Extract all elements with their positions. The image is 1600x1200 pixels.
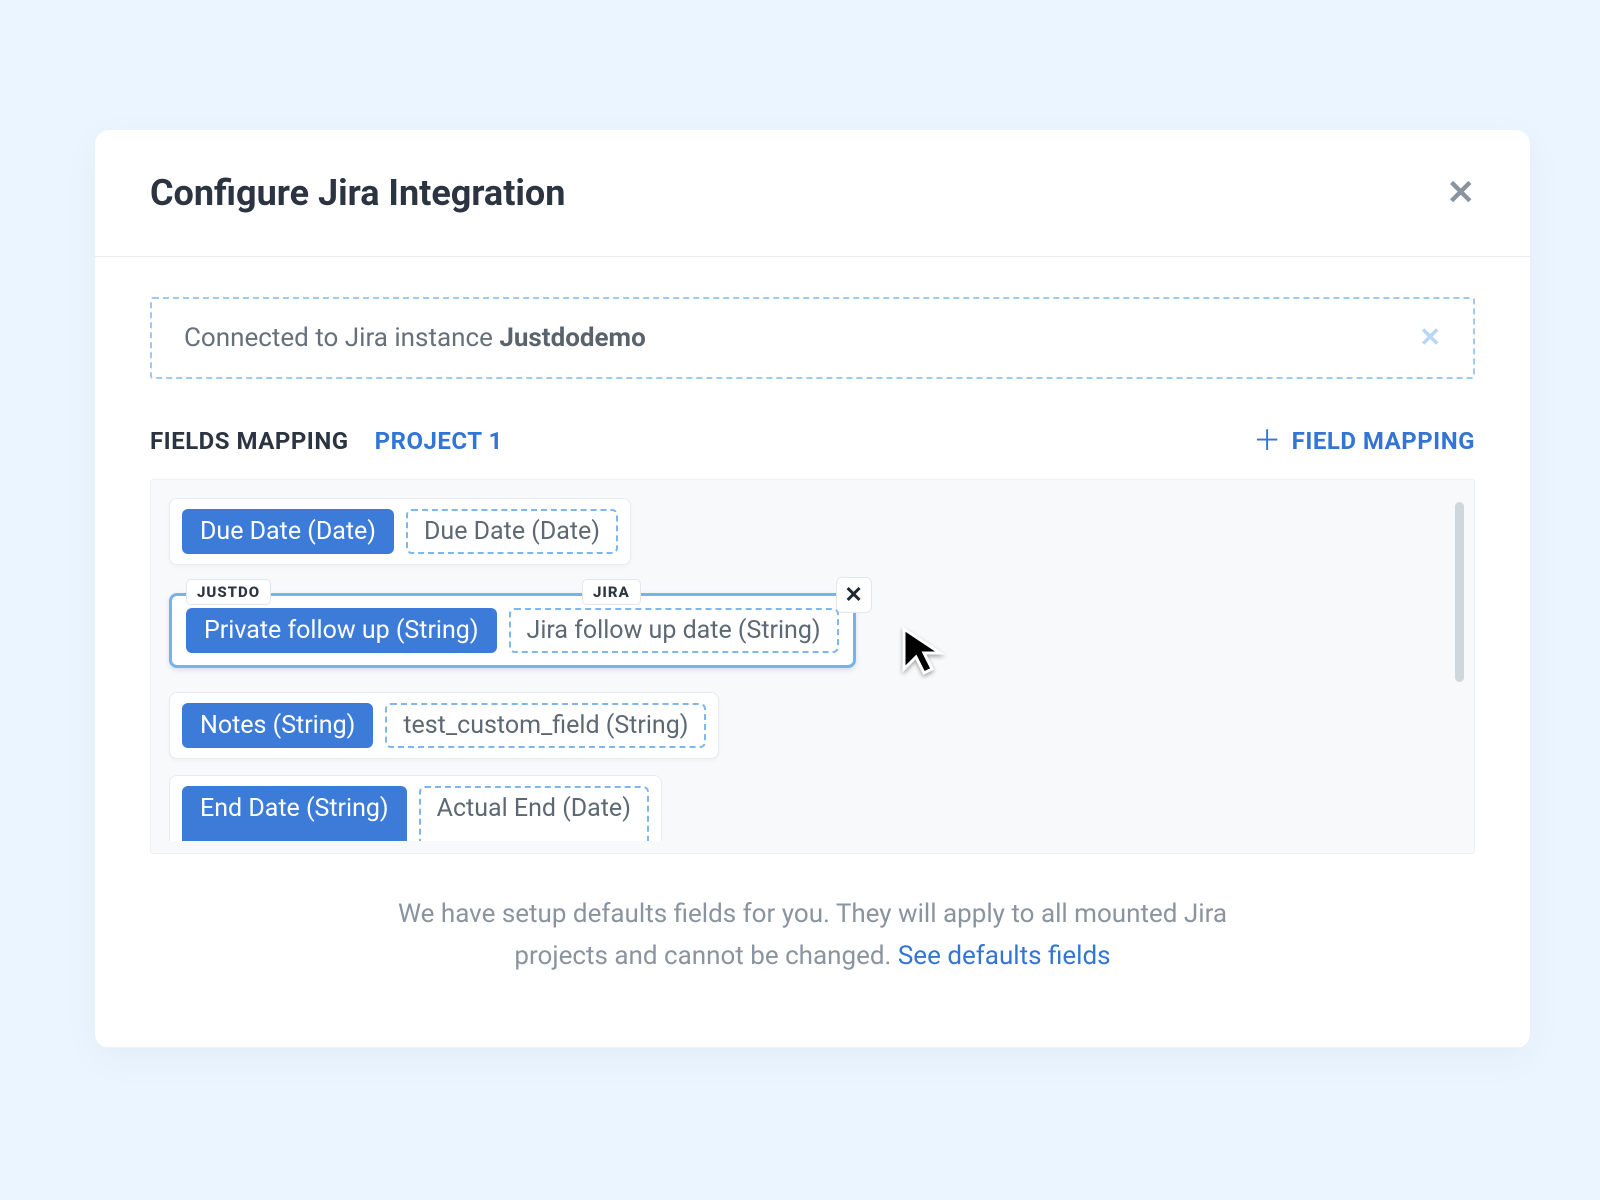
jira-label: JIRA	[582, 579, 641, 605]
modal-header: Configure Jira Integration ✕	[95, 130, 1530, 257]
connection-text: Connected to Jira instance Justdodemo	[184, 323, 646, 353]
jira-field-chip: test_custom_field (String)	[385, 703, 706, 748]
modal-body: Connected to Jira instance Justdodemo ✕ …	[95, 257, 1530, 1047]
tab-fields-mapping[interactable]: FIELDS MAPPING	[150, 427, 349, 455]
jira-field-chip: Due Date (Date)	[406, 509, 618, 554]
add-mapping-label: FIELD MAPPING	[1292, 427, 1475, 455]
footer-line1: We have setup defaults fields for you. T…	[398, 899, 1227, 929]
jira-field-chip: Jira follow up date (String)	[509, 608, 839, 653]
justdo-field-chip: Private follow up (String)	[186, 608, 497, 653]
mapping-list: Due Date (Date) Due Date (Date) JUSTDO J…	[150, 479, 1475, 854]
divider	[95, 1047, 1530, 1048]
connection-instance: Justdodemo	[499, 323, 645, 353]
tabs-row: FIELDS MAPPING PROJECT 1 ＋ FIELD MAPPING	[150, 427, 1475, 455]
plus-icon: ＋	[1253, 427, 1282, 455]
justdo-field-chip: Due Date (Date)	[182, 509, 394, 554]
notice-close-icon[interactable]: ✕	[1419, 323, 1441, 353]
justdo-label: JUSTDO	[186, 579, 271, 605]
connection-prefix: Connected to Jira instance	[184, 323, 499, 353]
add-field-mapping-button[interactable]: ＋ FIELD MAPPING	[1253, 427, 1475, 455]
scrollbar[interactable]	[1455, 502, 1464, 682]
footer-line2: projects and cannot be changed.	[514, 941, 897, 971]
config-modal: Configure Jira Integration ✕ Connected t…	[95, 130, 1530, 1048]
see-defaults-link[interactable]: See defaults fields	[898, 941, 1111, 971]
remove-mapping-icon[interactable]: ✕	[836, 577, 872, 613]
justdo-field-chip: Notes (String)	[182, 703, 373, 748]
connection-notice: Connected to Jira instance Justdodemo ✕	[150, 297, 1475, 379]
close-icon[interactable]: ✕	[1447, 176, 1476, 210]
footer-hint: We have setup defaults fields for you. T…	[150, 894, 1475, 1017]
justdo-field-chip: End Date (String)	[182, 786, 407, 841]
mapping-row[interactable]: Notes (String) test_custom_field (String…	[169, 692, 719, 759]
jira-field-chip: Actual End (Date)	[419, 786, 649, 841]
mapping-row[interactable]: End Date (String) Actual End (Date)	[169, 775, 662, 841]
modal-title: Configure Jira Integration	[150, 172, 565, 214]
tab-project-1[interactable]: PROJECT 1	[375, 427, 503, 455]
mapping-row-active[interactable]: JUSTDO JIRA ✕ Private follow up (String)…	[169, 593, 856, 668]
mapping-row[interactable]: Due Date (Date) Due Date (Date)	[169, 498, 631, 565]
tabs-left: FIELDS MAPPING PROJECT 1	[150, 427, 503, 455]
